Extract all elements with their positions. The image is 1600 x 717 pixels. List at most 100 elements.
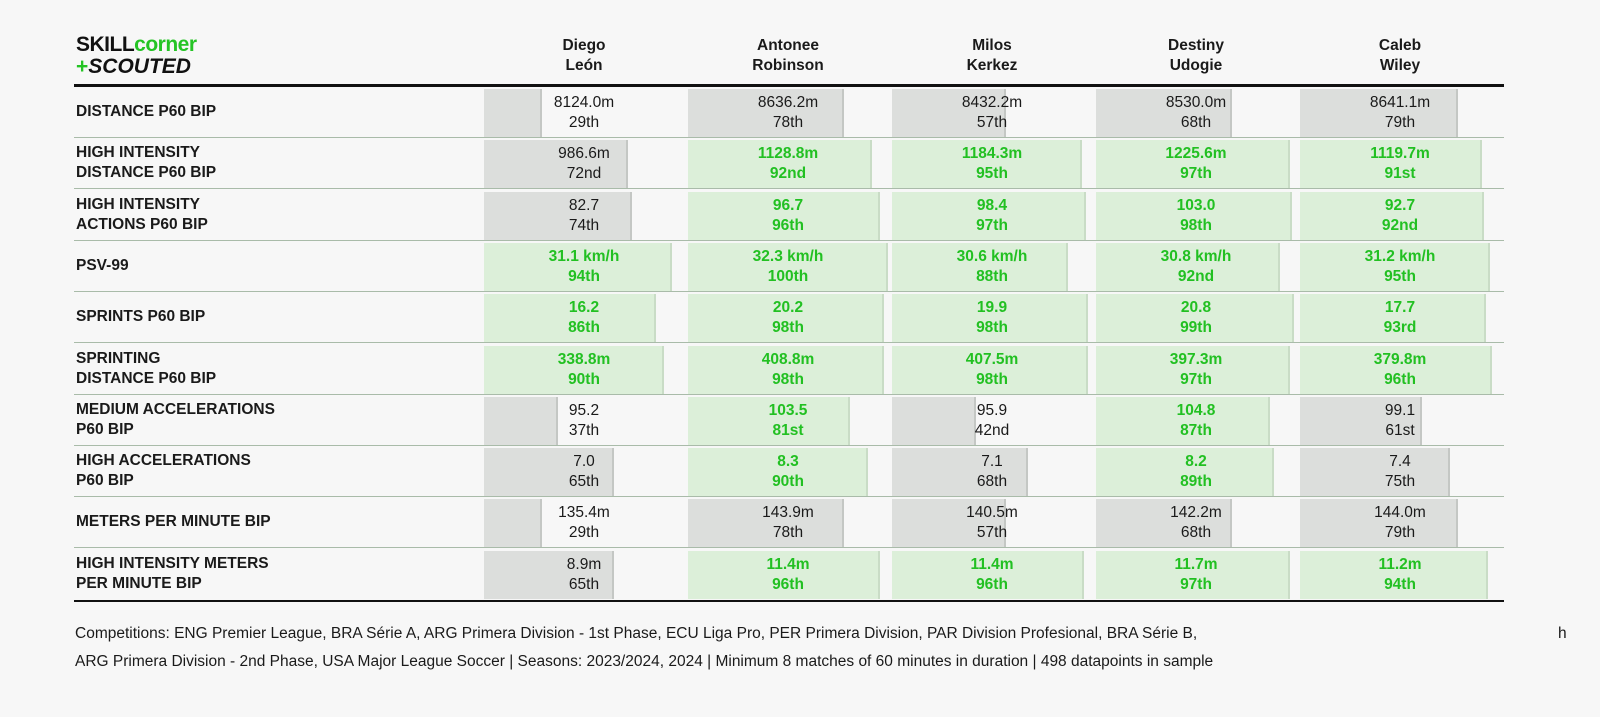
stat-values: 407.5m 98th — [892, 346, 1092, 394]
percentile-bar — [1096, 396, 1270, 445]
table-row: SPRINTING DISTANCE P60 BIP 338.8m 90th 408.8… — [74, 344, 1504, 395]
stat-value: 8124.0m — [553, 94, 615, 111]
stat-value: 16.2 — [568, 299, 600, 317]
percentile-bar — [1096, 242, 1280, 291]
stat-cell: 379.8m 96th — [1300, 345, 1500, 394]
stat-values: 95.9 42nd — [892, 397, 1092, 445]
stat-value: 397.3m — [1169, 350, 1223, 368]
stat-cell: 11.4m 96th — [892, 550, 1092, 599]
percentile-bar — [484, 345, 664, 394]
stat-cell: 98.4 97th — [892, 191, 1092, 240]
skillcorner-scouted-logo: SKILLcorner +SCOUTED — [76, 33, 197, 78]
stat-value: 8.2 — [1185, 453, 1207, 471]
percentile-bar — [892, 550, 1084, 599]
percentile-rank: 75th — [1384, 473, 1416, 491]
stat-cell: 7.0 65th — [484, 448, 684, 497]
stat-values: 20.2 98th — [688, 294, 888, 342]
stat-cell: 92.7 92nd — [1300, 191, 1500, 240]
stat-value: 96.7 — [772, 196, 804, 214]
percentile-bar — [892, 448, 1028, 497]
player-first-name: Caleb — [1378, 37, 1422, 54]
percentile-bar — [484, 294, 656, 343]
stat-cell: 95.9 42nd — [892, 396, 1092, 445]
percentile-bar — [484, 550, 614, 599]
row-divider — [74, 342, 1504, 344]
metric-label-line: DISTANCE P60 BIP — [76, 369, 217, 387]
percentile-bar — [1096, 140, 1290, 189]
player-first-name: Milos — [972, 37, 1012, 54]
stat-cell: 11.2m 94th — [1300, 550, 1500, 599]
player-last-name: Kerkez — [966, 57, 1018, 74]
percentile-rank: 65th — [568, 575, 600, 593]
stat-cell: 11.7m 97th — [1096, 550, 1296, 599]
stat-cell: 7.4 75th — [1300, 448, 1500, 497]
stat-value: 7.0 — [573, 453, 595, 471]
footer-line-1: Competitions: ENG Premier League, BRA Sé… — [75, 625, 1198, 642]
percentile-rank: 78th — [772, 524, 804, 542]
percentile-rank: 92nd — [1381, 216, 1419, 234]
stat-cell: 143.9m 78th — [688, 499, 888, 548]
stat-cell: 11.4m 96th — [688, 550, 888, 599]
stat-value: 8432.2m — [961, 94, 1023, 111]
stat-cell: 95.2 37th — [484, 396, 684, 445]
stat-values: 31.2 km/h 95th — [1300, 243, 1500, 291]
percentile-bar — [892, 191, 1086, 240]
stat-cell: 103.5 81st — [688, 396, 888, 445]
stat-value: 98.4 — [976, 196, 1008, 214]
metric-label: SPRINTING DISTANCE P60 BIP — [76, 344, 476, 394]
percentile-bar — [688, 345, 884, 394]
metric-label: HIGH INTENSITY ACTIONS P60 BIP — [76, 190, 476, 240]
percentile-bar — [1300, 396, 1422, 445]
row-divider — [74, 444, 1504, 446]
stat-value: 408.8m — [761, 350, 815, 368]
metric-label-line: SPRINTING — [76, 349, 161, 367]
stat-value: 92.7 — [1384, 196, 1416, 214]
percentile-rank: 94th — [1384, 575, 1416, 593]
percentile-rank: 96th — [1384, 370, 1416, 388]
percentile-bar — [1300, 294, 1486, 343]
metric-label-line: MEDIUM ACCELERATIONS — [76, 400, 275, 418]
percentile-bar — [688, 294, 884, 343]
stat-value: 99.1 — [1384, 401, 1416, 419]
stat-values: 8432.2m 57th — [892, 89, 1092, 137]
stat-value: 32.3 km/h — [752, 247, 824, 265]
stat-value: 104.8 — [1176, 401, 1216, 419]
stat-value: 407.5m — [965, 350, 1019, 368]
percentile-bar — [688, 89, 844, 137]
stat-cell: 32.3 km/h 100th — [688, 242, 888, 291]
metric-label: PSV-99 — [76, 241, 476, 291]
stat-values: 99.1 61st — [1300, 397, 1500, 445]
stat-cell: 8124.0m 29th — [484, 89, 684, 137]
stat-cell: 407.5m 98th — [892, 345, 1092, 394]
player-header-3: Milos Kerkez — [892, 36, 1092, 76]
percentile-bar — [892, 242, 1068, 291]
percentile-bar — [484, 89, 542, 137]
stat-values: 11.4m 96th — [688, 551, 888, 599]
metric-label: DISTANCE P60 BIP — [76, 87, 476, 137]
stat-value: 95.9 — [976, 401, 1008, 419]
stat-values: 8.2 89th — [1096, 448, 1296, 496]
stat-values: 8.9m 65th — [484, 551, 684, 599]
stat-value: 8641.1m — [1369, 94, 1431, 111]
percentile-bar — [892, 499, 1006, 548]
stat-values: 11.2m 94th — [1300, 551, 1500, 599]
stat-cell: 96.7 96th — [688, 191, 888, 240]
metric-label-line: DISTANCE P60 BIP — [76, 164, 217, 182]
percentile-bar — [1096, 191, 1292, 240]
percentile-bar — [484, 242, 672, 291]
stat-values: 103.0 98th — [1096, 192, 1296, 240]
percentile-rank: 61st — [1385, 421, 1415, 439]
stat-value: 7.1 — [981, 453, 1003, 471]
stat-values: 32.3 km/h 100th — [688, 243, 888, 291]
row-divider — [74, 290, 1504, 292]
percentile-bar — [688, 550, 880, 599]
percentile-bar — [688, 448, 868, 497]
footer-line-2: ARG Primera Division - 2nd Phase, USA Ma… — [75, 653, 1214, 670]
player-first-name: Destiny — [1168, 37, 1224, 54]
percentile-rank: 29th — [568, 114, 600, 131]
stat-values: 1184.3m 95th — [892, 140, 1092, 188]
stat-value: 30.6 km/h — [956, 247, 1028, 265]
stat-value: 30.8 km/h — [1160, 247, 1232, 265]
stat-value: 142.2m — [1170, 504, 1222, 522]
stat-cell: 140.5m 57th — [892, 499, 1092, 548]
